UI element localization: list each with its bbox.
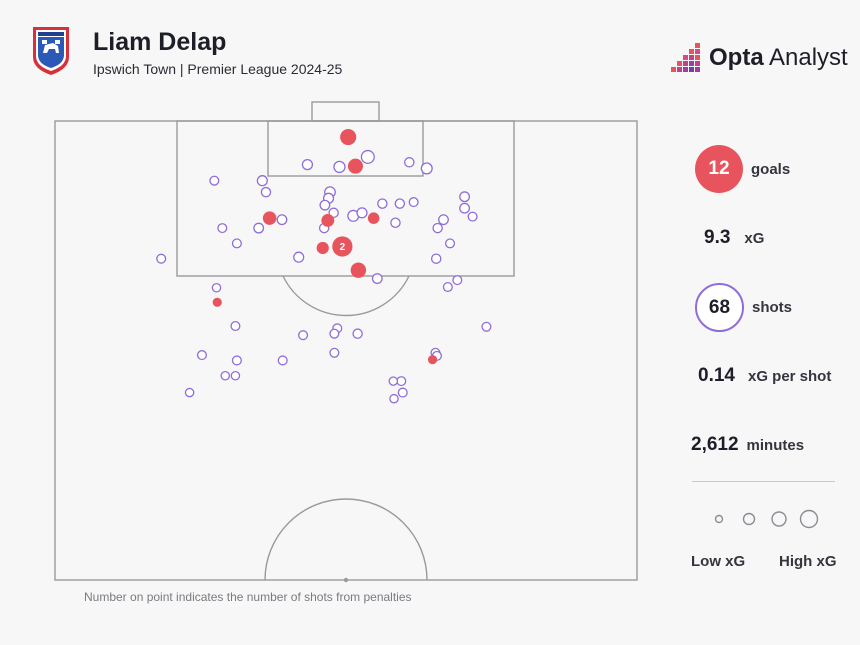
pitch-lines [54,101,638,583]
legend-circle-xs [714,514,724,524]
shot-point [220,370,231,381]
shots-layer: 2 [156,129,492,404]
shot-point [394,198,406,209]
goal-point [332,236,353,257]
goal-point [347,158,363,174]
xg-per-shot-value: 0.14 [698,365,735,386]
shot-point [360,149,375,164]
shot-point [452,275,463,286]
shots-stat: 68 shots [695,283,792,332]
shots-label: shots [752,299,793,316]
ipswich-town-crest [33,27,69,75]
goal-point [340,129,357,146]
shot-point [319,199,331,211]
goal-point [367,212,380,224]
shot-point [430,253,442,264]
page-title: Liam Delap [93,28,227,56]
shot-point [397,387,408,398]
legend-high-label: High xG [779,553,837,570]
shot-point [352,328,363,339]
shot-point [388,376,399,386]
shot-point [420,162,433,175]
minutes-value: 2,612 [691,434,739,455]
goals-label: goals [751,160,791,178]
shot-point [389,393,399,404]
shot-point [396,376,407,387]
stats-divider [692,481,835,482]
centre-circle [264,498,428,581]
shot-point [217,223,228,234]
penalty-count-label: 2 [340,242,346,253]
xg-stat: 9.3 xG [704,227,764,249]
legend-circle-sm [742,512,756,526]
goal-point [321,214,335,227]
shot-point [408,197,419,208]
opta-analyst-logo: Opta Analyst [669,40,848,76]
xg-per-shot-label: xG per shot [747,367,832,385]
shot-point [390,217,401,228]
shot-point [333,160,346,174]
shot-point [209,175,220,186]
legend-low-label: Low xG [691,553,746,570]
xg-size-legend [714,509,819,529]
pitch-outline [54,120,638,581]
shot-point [277,355,288,366]
shot-point [404,157,415,168]
shot-point [293,251,305,263]
shot-point [438,214,449,226]
shot-point [442,281,453,293]
legend-circle-md [771,511,787,527]
shot-point [356,207,368,219]
goal [311,101,380,122]
goal-point [427,355,438,365]
shots-value: 68 [695,283,744,332]
shot-point [459,202,471,214]
shot-point [184,387,195,398]
shot-point [444,238,456,249]
shot-point [377,198,388,209]
shot-point [276,214,288,226]
shot-point [467,211,478,222]
goal-point [212,297,222,307]
minutes-label: minutes [746,436,805,454]
goal-point [316,241,329,255]
shot-point [298,330,309,341]
penalty-arc [282,275,410,317]
goals-stat: 12 goals [695,145,790,193]
page-subtitle: Ipswich Town | Premier League 2024-25 [93,61,343,77]
shot-point [328,207,339,219]
shot-point [329,328,340,339]
shot-point [260,186,272,198]
xg-value: 9.3 [704,227,731,248]
shot-point [371,273,383,285]
goal-point [262,211,277,225]
centre-spot [343,577,349,583]
xg-per-shot-stat: 0.14 xG per shot [698,365,831,387]
brand-name: Opta Analyst [709,44,848,71]
goal-point [350,262,367,278]
shot-point [230,320,241,332]
shot-point [432,222,443,234]
opta-logo-mark [671,43,700,72]
shot-point [230,370,241,381]
shot-point [211,282,222,293]
footnote: Number on point indicates the number of … [84,590,412,604]
shot-point [459,191,471,203]
shot-point [156,253,167,264]
shot-point [196,350,207,361]
shot-point [329,347,340,358]
shot-point [481,321,492,332]
shot-point [231,238,242,249]
legend-circle-lg [799,509,819,529]
minutes-stat: 2,612 minutes [691,434,804,456]
shot-point [301,158,314,171]
goals-value: 12 [695,145,743,193]
shot-point [253,222,265,234]
xg-label: xG [744,229,765,247]
shot-point [231,355,242,366]
shot-point [256,175,268,187]
